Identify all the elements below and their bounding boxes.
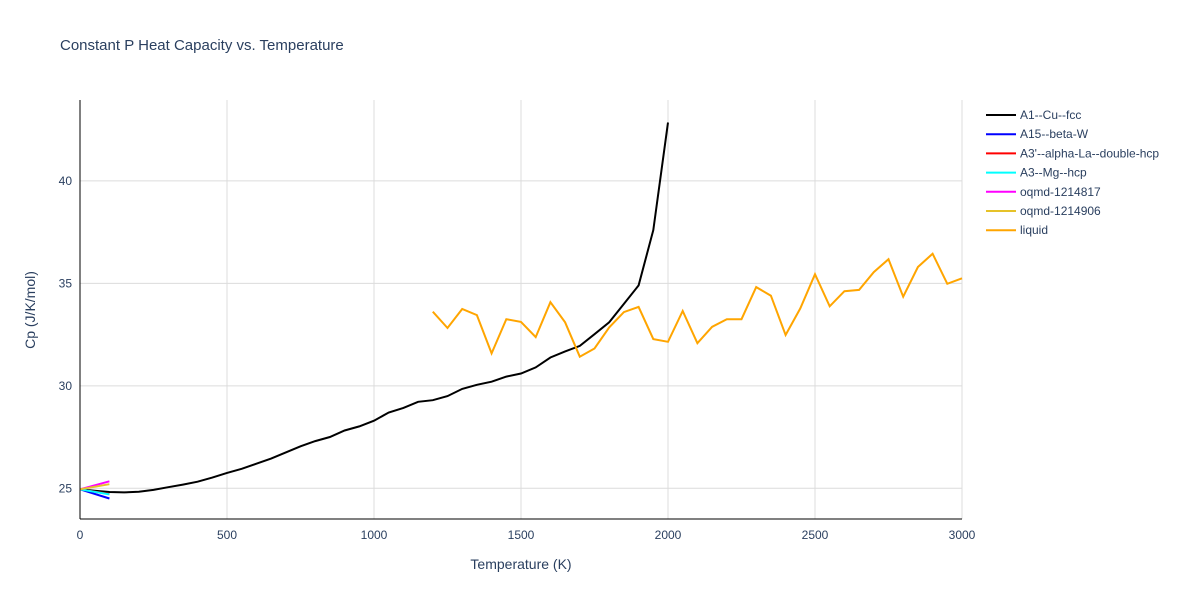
- legend-label: oqmd-1214906: [1020, 204, 1101, 218]
- x-tick-label: 500: [217, 528, 237, 542]
- series-line-A1--Cu--fcc: [79, 122, 669, 494]
- series-line-liquid: [432, 252, 963, 359]
- legend-label: A15--beta-W: [1020, 127, 1089, 141]
- legend-label: oqmd-1214817: [1020, 185, 1101, 199]
- y-tick-label: 25: [59, 481, 73, 495]
- legend: A1--Cu--fcc A15--beta-W A3'--alpha-La--dou…: [986, 108, 1159, 237]
- y-tick-label: 35: [59, 276, 73, 290]
- chart-title: Constant P Heat Capacity vs. Temperature: [60, 37, 344, 54]
- x-axis-label: Temperature (K): [470, 556, 571, 572]
- x-tick-label: 1000: [361, 528, 388, 542]
- x-tick-label: 0: [77, 528, 84, 542]
- x-tick-label: 2500: [802, 528, 829, 542]
- y-axis-label: Cp (J/K/mol): [22, 271, 38, 349]
- series-line-A3--Mg--hcp: [79, 488, 110, 496]
- x-tick-label: 1500: [508, 528, 535, 542]
- y-tick-label: 40: [59, 174, 73, 188]
- series-line-oqmd-1214906: [79, 483, 110, 491]
- legend-label: A1--Cu--fcc: [1020, 108, 1081, 122]
- series-lines: [79, 122, 963, 500]
- legend-label: A3'--alpha-La--double-hcp: [1020, 146, 1159, 160]
- gridlines: [80, 100, 963, 519]
- x-tick-label: 3000: [949, 528, 976, 542]
- y-tick-label: 30: [59, 379, 73, 393]
- x-tick-label: 2000: [655, 528, 682, 542]
- legend-label: liquid: [1020, 223, 1048, 237]
- legend-label: A3--Mg--hcp: [1020, 166, 1087, 180]
- axes: 0 500 1000 1500 2000 2500 3000 25 30 35 40: [59, 100, 976, 542]
